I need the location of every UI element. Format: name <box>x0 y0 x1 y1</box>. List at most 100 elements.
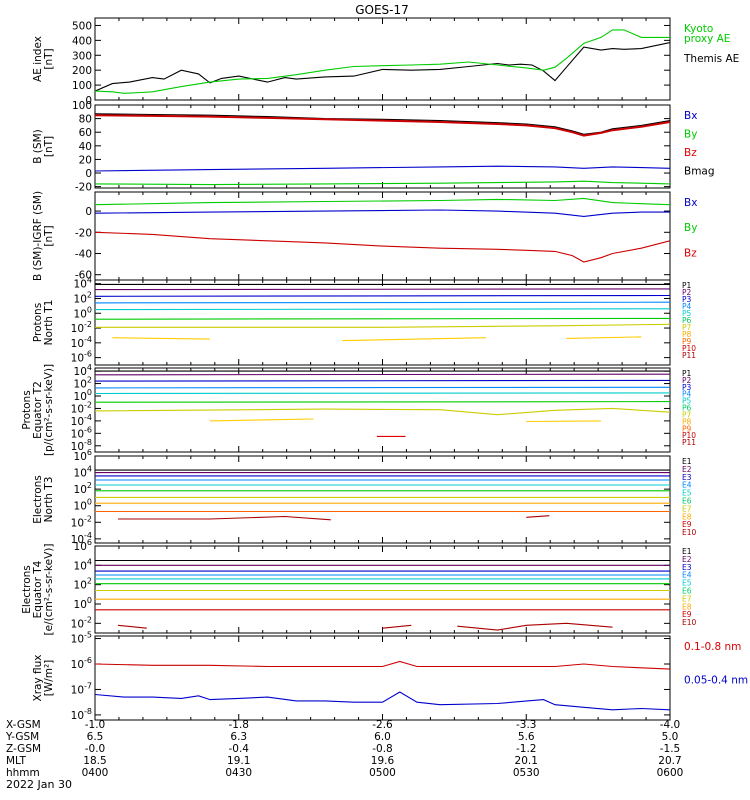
y-axis-label: ProtonsEquator T2[p/(cm²-s-sr-keV)] <box>21 364 55 456</box>
legend-entry: E4 <box>682 571 692 580</box>
legend-entry: P2 <box>682 288 692 297</box>
ephemeris-label: X-GSM <box>6 719 41 731</box>
series-p3 <box>95 379 670 382</box>
legend-entry: P1 <box>682 281 692 290</box>
y-axis-label-line: Equator T2 <box>32 381 44 439</box>
series-bz <box>95 231 670 263</box>
series-0-1-0-8-nm <box>95 660 670 670</box>
legend-entry: P8 <box>682 417 692 426</box>
series-bx <box>95 209 670 217</box>
y-tick-label: 0 <box>85 168 92 180</box>
ephemeris-label: MLT <box>6 755 26 767</box>
ephemeris-value: -0.4 <box>229 743 250 755</box>
legend-entry: Kyoto <box>684 23 713 35</box>
y-axis-label-line: [nT] <box>43 48 55 69</box>
legend-entry: E7 <box>682 504 692 513</box>
y-axis-label-line: Equator T4 <box>32 560 44 618</box>
series-bmag <box>95 113 670 135</box>
y-axis-label: ElectronsNorth T3 <box>32 475 55 524</box>
legend-entry: E9 <box>682 520 692 529</box>
legend-entry: P3 <box>682 295 692 304</box>
legend-entry: E9 <box>682 610 692 619</box>
y-axis-label-line: Electrons <box>32 475 44 524</box>
y-tick-label: 100 <box>74 596 92 611</box>
series-p4 <box>95 301 670 304</box>
legend-entry: Bz <box>684 247 697 259</box>
panel-bigrf: -60 -40 -20 0 B (SM)-IGRF (SM)[nT] Bx By Bz <box>32 191 697 282</box>
series-p7 <box>95 323 670 328</box>
ephemeris-value: 6.3 <box>230 731 247 743</box>
ephemeris-value: 19.1 <box>227 755 250 767</box>
ephemeris-value: -2.6 <box>372 719 393 731</box>
y-tick-label: 10-2 <box>71 514 92 529</box>
y-tick-label: 10-4 <box>71 335 92 350</box>
y-tick-label: 104 <box>74 465 92 480</box>
ephemeris-value: -1.0 <box>85 719 106 731</box>
ephemeris-value: 0430 <box>225 767 252 779</box>
y-axis-label-line: Protons <box>21 390 33 429</box>
y-axis-label-line: [W/m²] <box>43 660 55 697</box>
series-p8b <box>342 337 487 342</box>
legend-entry: E1 <box>682 457 692 466</box>
y-tick-label: 104 <box>74 557 92 572</box>
series-p5 <box>95 308 670 311</box>
y-tick-label: 100 <box>74 305 92 320</box>
series-e10b <box>382 624 412 629</box>
legend-entry: P6 <box>682 316 692 325</box>
ephemeris-footer: X-GSM -1.0 -1.8 -2.6 -3.3 -4.0 Y-GSM 6.5 6.3 6.0 5… <box>5 719 683 779</box>
legend-entry: E4 <box>682 481 692 490</box>
y-axis-label-line: [nT] <box>43 225 55 246</box>
series-p6 <box>95 317 670 320</box>
y-axis-label-line: North T1 <box>43 300 55 346</box>
y-axis-label: ProtonsNorth T1 <box>32 300 55 346</box>
ephemeris-value: 5.0 <box>662 731 679 743</box>
legend-entry: P4 <box>682 390 692 399</box>
series-bx <box>95 165 670 172</box>
y-tick-label: 10-2 <box>71 320 92 335</box>
legend-entry: Bx <box>684 197 697 209</box>
legend-entry: E6 <box>682 587 692 596</box>
y-axis-label-line: AE index <box>32 36 44 82</box>
ephemeris-value: -4.0 <box>660 719 681 731</box>
ephemeris-value: -0.0 <box>85 743 106 755</box>
legend-entry: By <box>684 128 697 140</box>
y-axis-label: B (SM)-IGRF (SM)[nT] <box>32 191 55 281</box>
y-tick-label: -20 <box>75 182 92 194</box>
y-tick-label: 60 <box>79 127 92 139</box>
legend-entry: Bmag <box>684 165 715 177</box>
legend-entry: P4 <box>682 302 692 311</box>
series-p8c <box>566 336 642 339</box>
y-axis-label-line: [p/(cm²-s-sr-keV)] <box>43 364 55 456</box>
legend-entry: P2 <box>682 376 692 385</box>
series-by <box>95 180 670 186</box>
legend-entry: P6 <box>682 404 692 413</box>
series-e10b <box>526 515 550 518</box>
y-tick-label: 10-7 <box>71 681 92 696</box>
y-tick-label: 104 <box>74 276 92 291</box>
legend-entry: P11 <box>682 438 696 447</box>
ephemeris-value: 19.6 <box>371 755 395 767</box>
y-tick-label: 100 <box>74 498 92 513</box>
series-e10a <box>118 515 331 521</box>
legend-entry: 0.1-0.8 nm <box>684 641 741 653</box>
chart-title: GOES-17 <box>355 3 409 17</box>
series-p6 <box>95 401 670 403</box>
series-p5 <box>95 392 670 395</box>
y-tick-label: 102 <box>74 481 92 496</box>
series-bz <box>95 114 670 137</box>
y-axis-label-line: Protons <box>32 303 44 342</box>
y-tick-label: 40 <box>79 141 92 153</box>
panel-frame <box>94 104 671 189</box>
legend-entry: E7 <box>682 594 692 603</box>
ephemeris-value: 5.6 <box>518 731 535 743</box>
legend-entry: P3 <box>682 383 692 392</box>
series-p8a <box>112 337 211 340</box>
ephemeris-value: 20.1 <box>515 755 538 767</box>
legend-entry: Themis AE <box>683 53 739 65</box>
legend-entry: E6 <box>682 497 692 506</box>
legend-entry: By <box>684 222 697 234</box>
panel-frame <box>94 545 671 634</box>
y-tick-label: -20 <box>75 227 92 239</box>
series-by <box>95 197 670 206</box>
